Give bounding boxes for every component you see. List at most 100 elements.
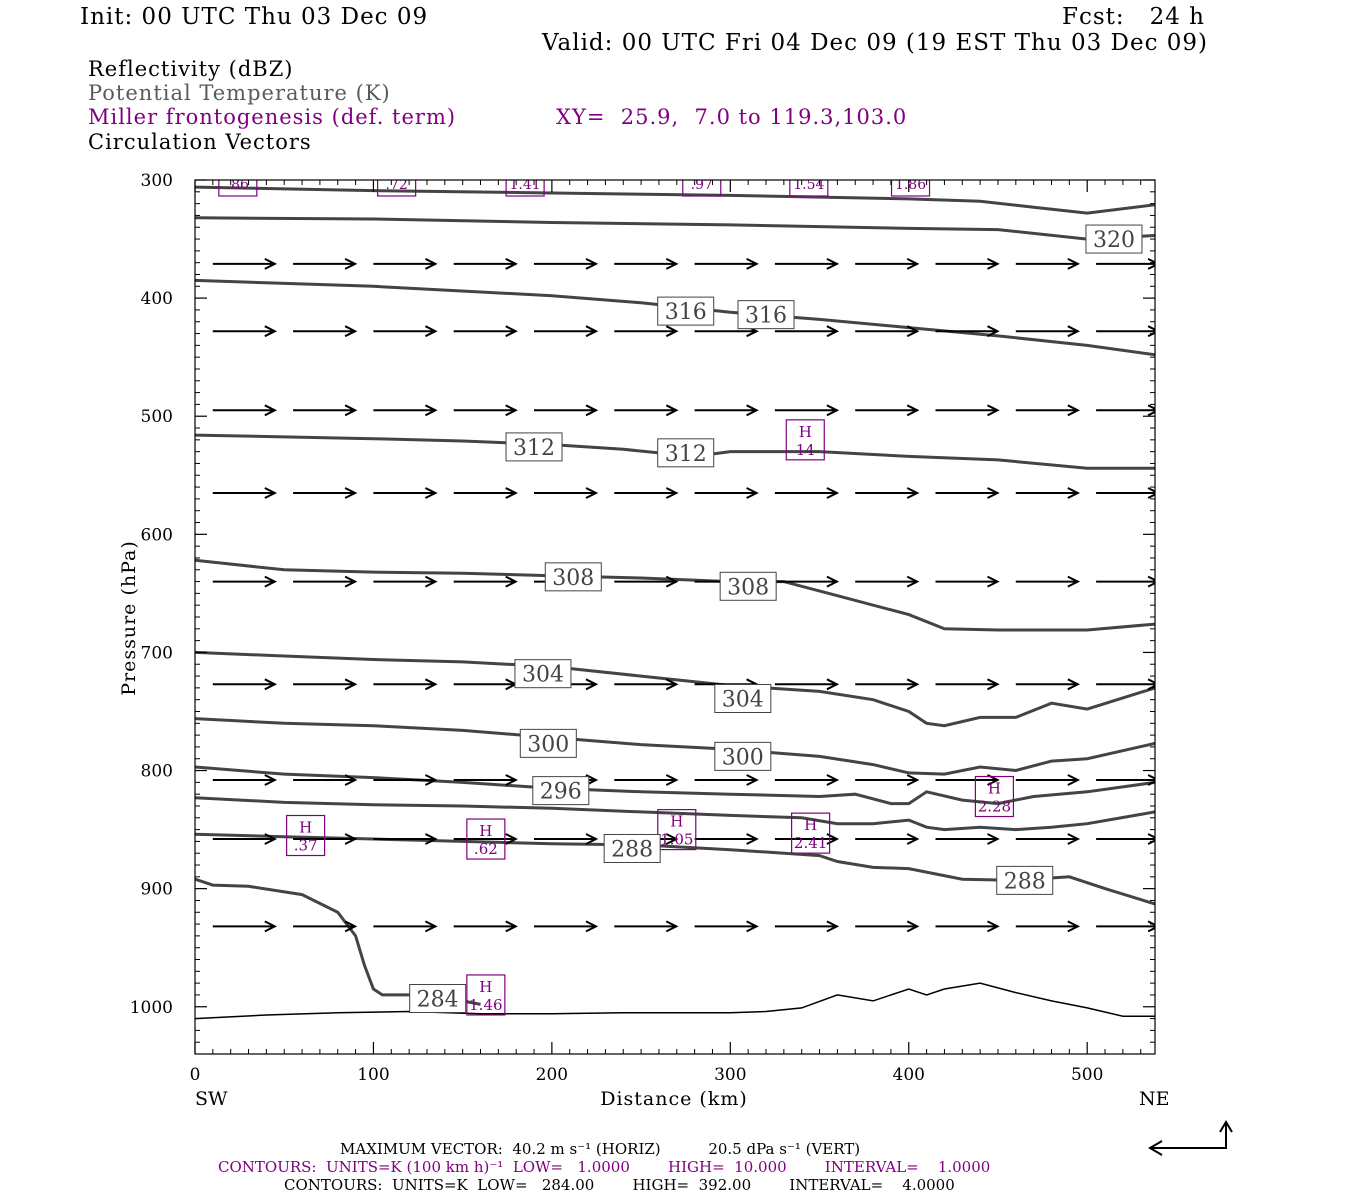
- fronto-high-value: 14: [796, 441, 815, 459]
- cross-section-xy: XY= 25.9, 7.0 to 119.3,103.0: [556, 105, 908, 129]
- theta-label: 304: [522, 663, 564, 688]
- y-tick-label: 600: [141, 525, 173, 545]
- circulation-vector: [373, 404, 438, 417]
- circulation-vector: [935, 404, 1000, 417]
- circulation-vector: [373, 575, 438, 588]
- circulation-vector: [774, 774, 840, 786]
- axis-end-sw: SW: [195, 1088, 228, 1110]
- theta-label: 288: [1004, 869, 1046, 894]
- circulation-vector: [855, 774, 920, 786]
- circulation-vector: [373, 487, 438, 499]
- circulation-vector: [453, 258, 518, 270]
- circulation-vector: [534, 920, 599, 933]
- circulation-vector: [855, 487, 920, 499]
- circulation-vector: [694, 774, 759, 786]
- circulation-vector: [453, 920, 518, 933]
- fronto-high-box: [466, 974, 506, 1016]
- theta-label: 308: [552, 566, 594, 591]
- circulation-vector: [212, 774, 278, 786]
- fronto-high-value: 1.05: [660, 831, 693, 849]
- circulation-vector: [1096, 774, 1155, 786]
- fronto-high-box: [974, 775, 1015, 818]
- theta-label: 316: [665, 300, 707, 325]
- fronto-top-box: [377, 180, 417, 197]
- circulation-vector: [614, 487, 679, 499]
- circulation-vector: [614, 404, 679, 417]
- y-tick-label: 700: [141, 643, 173, 663]
- fronto-high-value: 2.28: [978, 798, 1011, 816]
- theta-label: 288: [611, 837, 653, 862]
- x-tick-label: 0: [190, 1065, 201, 1085]
- theta-label: 316: [745, 304, 787, 329]
- x-tick-label: 200: [536, 1065, 568, 1085]
- circulation-vector: [1096, 258, 1155, 270]
- circulation-vector: [1096, 487, 1155, 499]
- circulation-vector: [855, 920, 920, 933]
- fronto-high-label: H: [804, 816, 817, 834]
- circulation-vector: [774, 258, 840, 270]
- forecast-hour: Fcst: 24 h: [1062, 4, 1205, 30]
- footer-max-vector: MAXIMUM VECTOR: 40.2 m s⁻¹ (HORIZ) 20.5 …: [340, 1140, 861, 1158]
- fronto-top-box: [218, 180, 258, 197]
- circulation-vector: [694, 404, 759, 417]
- theta-label-box: [544, 562, 602, 592]
- circulation-vector: [855, 404, 920, 417]
- circulation-vector: [694, 487, 759, 499]
- circulation-vector: [614, 920, 679, 933]
- circulation-vector: [935, 487, 1000, 499]
- circulation-vector: [534, 833, 599, 845]
- fronto-high-value: .37: [294, 837, 318, 855]
- fronto-top-value: .86: [227, 177, 249, 193]
- theta-label: 284: [417, 987, 459, 1012]
- circulation-vector: [614, 774, 679, 786]
- theta-label-box: [719, 571, 777, 601]
- circulation-vector: [212, 678, 278, 691]
- theta-label-box: [532, 776, 590, 806]
- circulation-vector: [1015, 258, 1081, 270]
- field-frontogenesis: Miller frontogenesis (def. term): [88, 105, 457, 129]
- valid-time: Valid: 00 UTC Fri 04 Dec 09 (19 EST Thu …: [542, 30, 1209, 56]
- theta-contour-unlabeled-8: [195, 796, 1155, 832]
- field-circulation-vectors: Circulation Vectors: [88, 130, 312, 154]
- circulation-vector: [293, 575, 358, 588]
- fronto-high-label: H: [479, 822, 492, 840]
- theta-label: 300: [722, 745, 764, 770]
- circulation-vector: [935, 920, 1000, 933]
- circulation-vector: [373, 325, 438, 338]
- circulation-vector: [212, 325, 278, 338]
- fronto-top-box: [505, 180, 545, 197]
- circulation-vector: [1096, 325, 1155, 338]
- circulation-vector: [774, 404, 840, 417]
- circulation-vector: [1015, 678, 1081, 691]
- circulation-vector: [1096, 404, 1155, 417]
- circulation-vector: [453, 487, 518, 499]
- theta-label-box: [519, 728, 577, 758]
- circulation-vector: [453, 774, 518, 786]
- fronto-top-box: [789, 180, 829, 197]
- circulation-vector: [453, 575, 518, 588]
- circulation-vector: [453, 404, 518, 417]
- circulation-vector: [1096, 833, 1155, 845]
- fronto-high-box: [657, 808, 697, 851]
- fronto-high-value: .62: [474, 840, 498, 858]
- circulation-vector: [1015, 487, 1081, 499]
- circulation-vector: [855, 678, 920, 691]
- theta-contour-284: [195, 877, 481, 1006]
- circulation-vector: [293, 404, 358, 417]
- fronto-high-label: H: [988, 780, 1001, 798]
- theta-label-box: [737, 300, 795, 330]
- theta-label-box: [657, 438, 715, 468]
- y-tick-label: 800: [141, 762, 173, 782]
- circulation-vector: [534, 258, 599, 270]
- circulation-vector: [373, 833, 438, 845]
- circulation-vector: [614, 258, 679, 270]
- fronto-top-box: [682, 180, 722, 197]
- y-tick-label: 500: [141, 407, 173, 427]
- fronto-high-box: [286, 814, 326, 857]
- theta-label: 296: [540, 780, 582, 805]
- theta-label-box: [996, 865, 1054, 895]
- circulation-vector: [935, 833, 1000, 845]
- theta-label-box: [714, 741, 772, 771]
- circulation-vector: [774, 833, 840, 845]
